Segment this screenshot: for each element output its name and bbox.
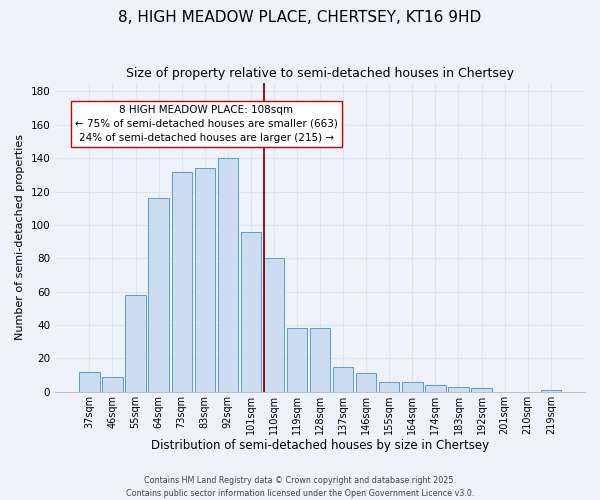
Bar [194,168,215,392]
Title: Size of property relative to semi-detached houses in Chertsey: Size of property relative to semi-detach… [126,68,514,80]
Text: 8 HIGH MEADOW PLACE: 108sqm
← 75% of semi-detached houses are smaller (663)
24% : 8 HIGH MEADOW PLACE: 108sqm ← 75% of sem… [75,104,338,142]
Bar [218,158,238,392]
X-axis label: Distribution of semi-detached houses by size in Chertsey: Distribution of semi-detached houses by … [151,440,489,452]
Bar [172,172,192,392]
Bar [148,198,169,392]
Bar [103,377,122,392]
Bar [310,328,330,392]
Bar [79,372,100,392]
Bar [472,388,492,392]
Bar [379,382,400,392]
Text: 8, HIGH MEADOW PLACE, CHERTSEY, KT16 9HD: 8, HIGH MEADOW PLACE, CHERTSEY, KT16 9HD [118,10,482,25]
Bar [402,382,422,392]
Bar [541,390,561,392]
Bar [264,258,284,392]
Bar [425,385,446,392]
Bar [125,295,146,392]
Y-axis label: Number of semi-detached properties: Number of semi-detached properties [15,134,25,340]
Bar [241,232,261,392]
Bar [356,374,376,392]
Text: Contains HM Land Registry data © Crown copyright and database right 2025.
Contai: Contains HM Land Registry data © Crown c… [126,476,474,498]
Bar [448,387,469,392]
Bar [333,367,353,392]
Bar [287,328,307,392]
